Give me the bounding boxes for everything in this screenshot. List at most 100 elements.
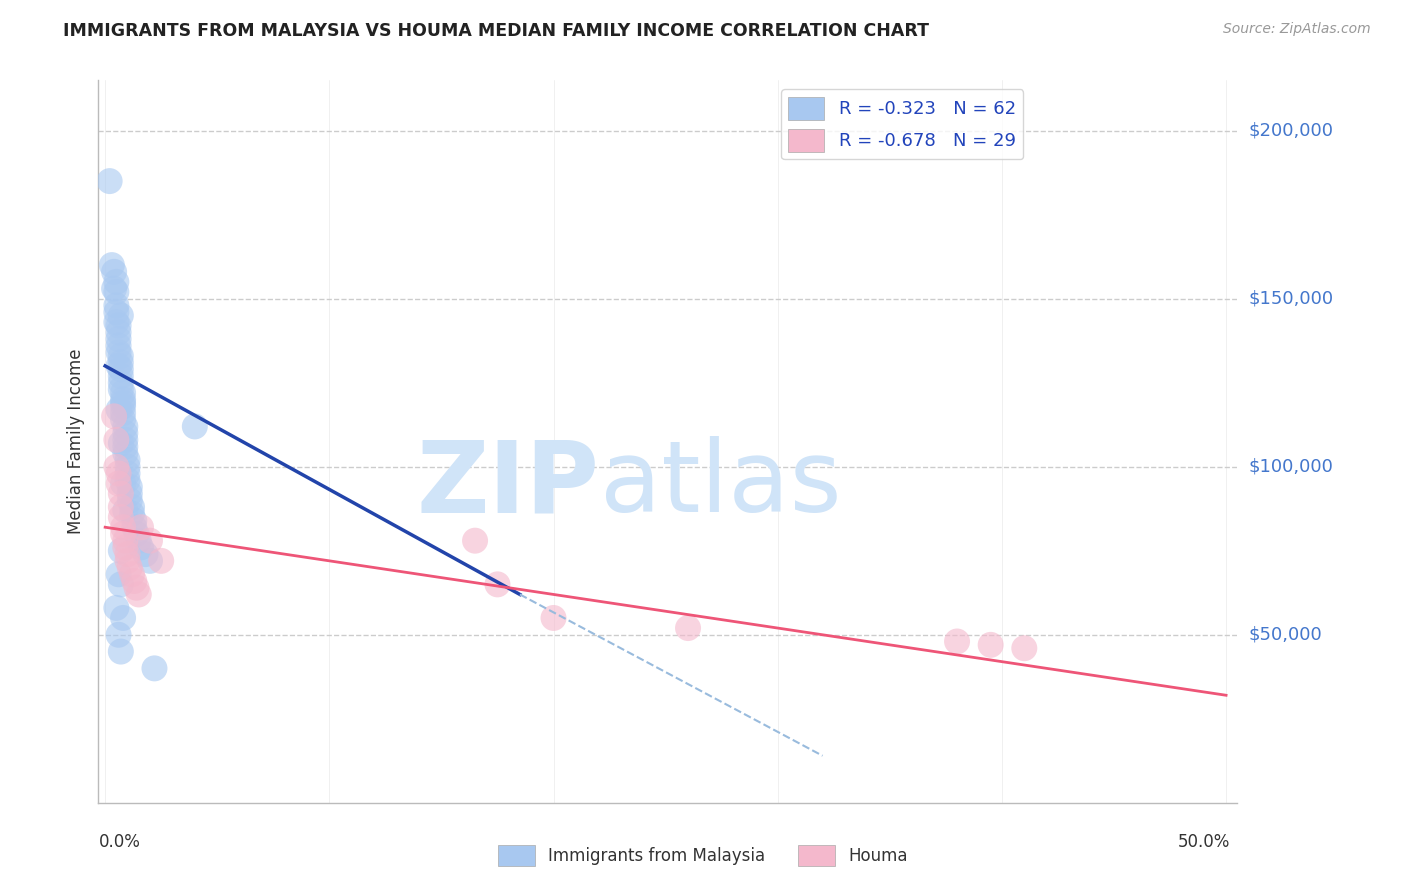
Point: [114, 419, 136, 434]
Point: [107, 402, 129, 417]
Point: [464, 533, 486, 548]
Point: [112, 527, 135, 541]
Point: [139, 554, 162, 568]
Point: [110, 376, 132, 390]
Point: [105, 600, 128, 615]
Point: [117, 547, 139, 561]
Point: [107, 628, 129, 642]
Point: [124, 520, 146, 534]
Point: [946, 634, 969, 648]
Point: [134, 547, 156, 561]
Point: [114, 533, 136, 548]
Point: [114, 541, 136, 555]
Point: [112, 611, 135, 625]
Point: [114, 503, 136, 517]
Point: [110, 577, 132, 591]
Point: [118, 486, 141, 500]
Point: [105, 433, 128, 447]
Point: [117, 473, 139, 487]
Point: [107, 318, 129, 333]
Point: [110, 500, 132, 514]
Point: [112, 396, 135, 410]
Point: [107, 476, 129, 491]
Text: 0.0%: 0.0%: [98, 833, 141, 851]
Point: [105, 275, 128, 289]
Point: [118, 480, 141, 494]
Point: [128, 587, 150, 601]
Point: [105, 285, 128, 299]
Point: [107, 467, 129, 481]
Point: [103, 409, 125, 424]
Point: [117, 453, 139, 467]
Point: [676, 621, 699, 635]
Point: [110, 349, 132, 363]
Point: [114, 440, 136, 454]
Point: [98, 174, 121, 188]
Point: [118, 493, 141, 508]
Point: [112, 520, 135, 534]
Point: [121, 567, 143, 582]
Point: [129, 541, 152, 555]
Text: $50,000: $50,000: [1249, 626, 1322, 644]
Point: [543, 611, 565, 625]
Point: [114, 446, 136, 460]
Point: [129, 520, 152, 534]
Point: [110, 510, 132, 524]
Point: [105, 298, 128, 312]
Text: $200,000: $200,000: [1249, 121, 1333, 140]
Point: [110, 383, 132, 397]
Point: [117, 554, 139, 568]
Point: [980, 638, 1002, 652]
Point: [110, 355, 132, 369]
Point: [114, 433, 136, 447]
Point: [101, 258, 124, 272]
Point: [118, 560, 141, 574]
Text: 50.0%: 50.0%: [1178, 833, 1230, 851]
Point: [121, 507, 143, 521]
Text: atlas: atlas: [599, 436, 841, 533]
Text: Source: ZipAtlas.com: Source: ZipAtlas.com: [1223, 22, 1371, 37]
Point: [112, 406, 135, 420]
Point: [107, 359, 129, 373]
Point: [110, 362, 132, 376]
Point: [139, 533, 162, 548]
Point: [107, 332, 129, 346]
Point: [143, 661, 166, 675]
Point: [114, 426, 136, 441]
Point: [112, 399, 135, 413]
Point: [112, 413, 135, 427]
Text: $100,000: $100,000: [1249, 458, 1333, 475]
Point: [105, 315, 128, 329]
Point: [117, 459, 139, 474]
Point: [125, 581, 148, 595]
Text: ZIP: ZIP: [416, 436, 599, 533]
Text: $150,000: $150,000: [1249, 290, 1333, 308]
Point: [110, 644, 132, 658]
Point: [150, 554, 173, 568]
Point: [112, 476, 135, 491]
Text: IMMIGRANTS FROM MALAYSIA VS HOUMA MEDIAN FAMILY INCOME CORRELATION CHART: IMMIGRANTS FROM MALAYSIA VS HOUMA MEDIAN…: [63, 22, 929, 40]
Point: [110, 543, 132, 558]
Point: [110, 309, 132, 323]
Point: [107, 345, 129, 359]
Point: [107, 326, 129, 340]
Point: [124, 514, 146, 528]
Point: [112, 385, 135, 400]
Point: [105, 305, 128, 319]
Point: [1014, 641, 1036, 656]
Point: [110, 436, 132, 450]
Point: [105, 459, 128, 474]
Point: [486, 577, 509, 591]
Point: [103, 265, 125, 279]
Point: [112, 392, 135, 407]
Legend: Immigrants from Malaysia, Houma: Immigrants from Malaysia, Houma: [491, 838, 915, 873]
Point: [124, 574, 146, 588]
Point: [107, 339, 129, 353]
Point: [121, 500, 143, 514]
Point: [184, 419, 207, 434]
Y-axis label: Median Family Income: Median Family Income: [66, 349, 84, 534]
Point: [128, 533, 150, 548]
Point: [103, 282, 125, 296]
Point: [107, 567, 129, 582]
Point: [110, 369, 132, 384]
